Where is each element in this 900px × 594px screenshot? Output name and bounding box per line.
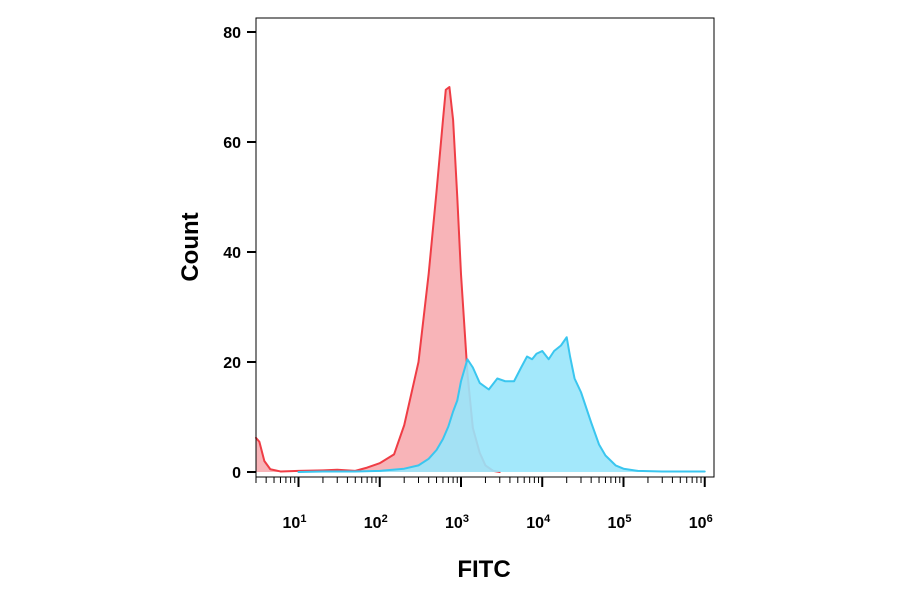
x-tick-label-4: 104: [526, 513, 551, 532]
x-tick-exponent-1: 1: [300, 513, 306, 525]
x-tick-base-2: 10: [364, 515, 382, 532]
x-tick-label-1: 101: [283, 513, 307, 532]
histogram-series-1-area: [256, 87, 500, 472]
x-axis-label: FITC: [457, 556, 510, 583]
x-tick-label-2: 102: [364, 513, 388, 532]
y-tick-label-2: 20: [223, 355, 241, 372]
x-tick-base-3: 10: [445, 515, 463, 532]
x-tick-base-6: 10: [689, 515, 707, 532]
y-tick-label-4: 60: [223, 135, 241, 152]
x-tick-base-1: 10: [283, 515, 301, 532]
x-tick-base-5: 10: [608, 515, 626, 532]
y-axis-label: Count: [177, 212, 204, 281]
plot-area: [255, 86, 706, 473]
y-tick-label-3: 40: [223, 245, 241, 262]
histogram-series-2-line: [297, 336, 706, 473]
histogram-series-2-area: [298, 337, 705, 472]
x-tick-exponent-6: 6: [707, 513, 713, 525]
x-tick-label-3: 103: [445, 513, 469, 532]
x-tick-label-6: 106: [689, 513, 713, 532]
y-tick-label-1: 0: [232, 465, 241, 482]
x-tick-exponent-2: 2: [382, 513, 388, 525]
x-tick-label-5: 105: [608, 513, 632, 532]
x-tick-exponent-5: 5: [625, 513, 631, 525]
x-tick-base-4: 10: [526, 515, 544, 532]
x-tick-exponent-3: 3: [463, 513, 469, 525]
y-tick-label-5: 80: [223, 25, 241, 42]
x-tick-exponent-4: 4: [544, 513, 551, 525]
